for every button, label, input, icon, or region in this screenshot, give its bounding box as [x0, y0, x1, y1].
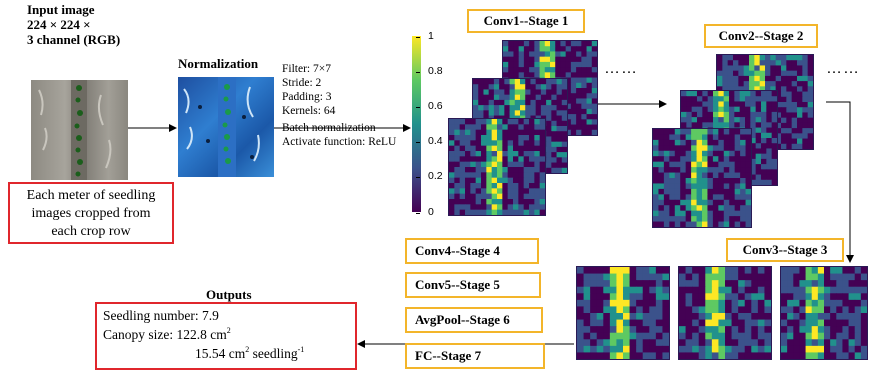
outputs-title: Outputs: [206, 287, 252, 302]
param-activation: Activate function: ReLU: [282, 136, 397, 148]
input-title-line2: 224 × 224 ×: [27, 17, 91, 32]
output-canopy-size: Canopy size: 122.8 cm2: [103, 326, 231, 343]
normalized-image: [178, 77, 274, 177]
param-batch-norm: Batch normalization: [282, 122, 376, 134]
arrow-conv2-to-conv3: [826, 101, 854, 263]
note-line1: Each meter of seedling: [26, 188, 156, 203]
conv2-stage-label: Conv2--Stage 2: [704, 24, 818, 48]
outputs-box: Seedling number: 7.9 Canopy size: 122.8 …: [95, 302, 357, 370]
input-seedling-image: [31, 80, 128, 180]
conv3-featuremap-2: [678, 266, 772, 360]
fc-stage-label: FC--Stage 7: [405, 343, 545, 369]
conv1-ellipsis: ……: [604, 60, 638, 77]
conv2-ellipsis: ……: [826, 60, 860, 77]
param-kernels: Kernels: 64: [282, 105, 336, 117]
input-image-title: Input image 224 × 224 × 3 channel (RGB): [27, 2, 120, 47]
conv2-featuremap-back: [716, 54, 814, 150]
colorbar-tick-0.6: 0.6: [416, 100, 443, 112]
colorbar: [412, 36, 421, 212]
param-filter: Filter: 7×7: [282, 63, 331, 75]
conv1-featuremap-front: [448, 118, 546, 216]
conv2-featuremap-front: [652, 128, 752, 228]
avgpool-stage-label: AvgPool--Stage 6: [405, 307, 543, 333]
colorbar-tick-0.2: 0.2: [416, 170, 443, 182]
param-padding: Padding: 3: [282, 91, 332, 103]
conv3-featuremap-1: [576, 266, 670, 360]
note-line3: each crop row: [51, 224, 131, 239]
output-seedling-number: Seedling number: 7.9: [103, 308, 219, 323]
colorbar-tick-0.4: 0.4: [416, 135, 443, 147]
conv4-stage-label: Conv4--Stage 4: [405, 238, 539, 264]
conv3-featuremap-3: [780, 266, 868, 360]
input-title-line1: Input image: [27, 2, 95, 17]
normalization-params: Filter: 7×7 Stride: 2 Padding: 3 Kernels…: [282, 62, 396, 149]
colorbar-tick-0.8: 0.8: [416, 65, 443, 77]
conv5-stage-label: Conv5--Stage 5: [405, 272, 541, 298]
conv1-stage-label: Conv1--Stage 1: [467, 9, 585, 33]
note-line2: images cropped from: [31, 206, 151, 221]
output-per-seedling: 15.54 cm2 seedling-1: [195, 345, 305, 362]
input-title-line3: 3 channel (RGB): [27, 32, 121, 47]
colorbar-tick-1: 1: [416, 30, 434, 42]
conv3-stage-label: Conv3--Stage 3: [726, 238, 844, 262]
seedling-note-box: Each meter of seedling images cropped fr…: [8, 182, 174, 244]
colorbar-tick-0: 0: [416, 206, 434, 218]
param-stride: Stride: 2: [282, 77, 322, 89]
colorbar-ticks: 1 0.8 0.6 0.4 0.2 0: [412, 30, 452, 220]
normalization-title: Normalization: [178, 56, 259, 71]
